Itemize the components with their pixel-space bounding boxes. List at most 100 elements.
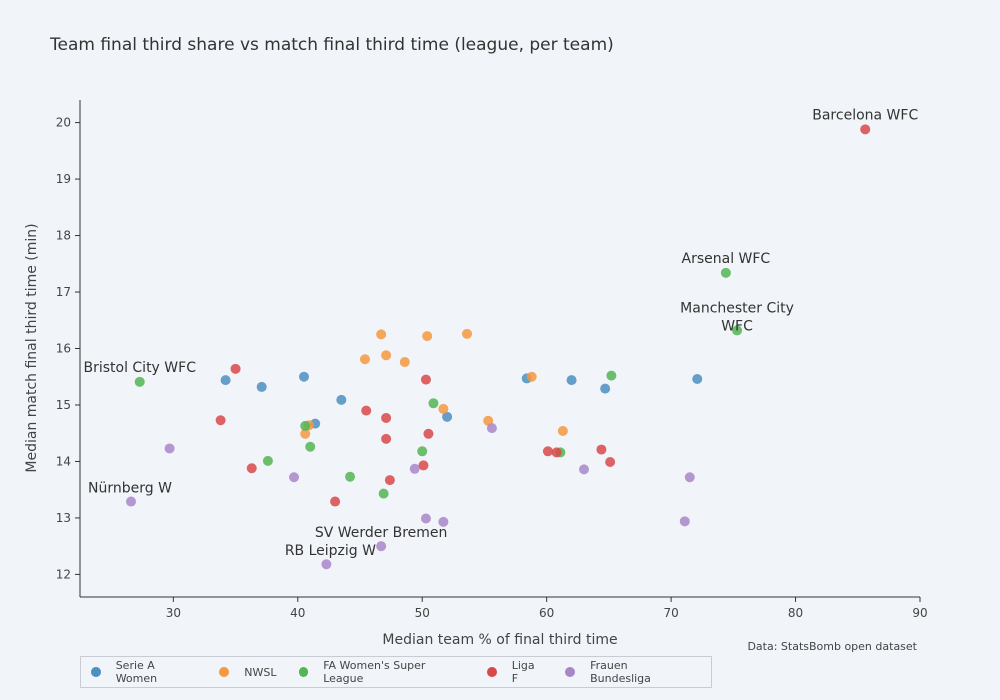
y-tick-label: 15 (56, 398, 71, 412)
data-point (409, 463, 420, 474)
data-point (422, 331, 433, 342)
data-point (381, 433, 392, 444)
x-tick-label: 30 (166, 606, 181, 620)
data-point (420, 374, 431, 385)
data-point (423, 428, 434, 439)
data-point (230, 363, 241, 374)
data-point (417, 446, 428, 457)
data-point (289, 472, 300, 483)
data-point (246, 463, 257, 474)
data-point (376, 329, 387, 340)
legend-marker (487, 667, 497, 677)
annotation-label: Barcelona WFC (812, 107, 918, 123)
legend-marker (565, 667, 576, 677)
data-point (692, 373, 703, 384)
data-point (126, 496, 137, 507)
source-note: Data: StatsBomb open dataset (747, 640, 917, 653)
data-point (566, 375, 577, 386)
data-point (215, 415, 226, 426)
data-point (300, 428, 311, 439)
annotation-label: Arsenal WFC (682, 251, 771, 267)
data-point (596, 444, 607, 455)
chart-title: Team final third share vs match final th… (49, 35, 614, 55)
legend-item[interactable]: NWSL (219, 665, 277, 679)
legend-label: Serie A Women (115, 659, 158, 685)
data-point (462, 328, 473, 339)
legend-item[interactable]: FA Women's Super League (298, 659, 466, 685)
legend-label: NWSL (244, 665, 277, 679)
data-point (486, 423, 497, 434)
data-point (579, 464, 589, 475)
legend-item[interactable]: Frauen Bundesliga (565, 659, 689, 685)
data-point (557, 425, 568, 436)
data-point (384, 475, 395, 486)
data-points (126, 124, 871, 570)
annotations: Barcelona WFC Arsenal WFC Manchester City W… (83, 107, 918, 559)
data-point (418, 460, 429, 471)
data-point (860, 124, 871, 135)
annotation-label: Bristol City WFC (83, 360, 196, 376)
annotation-label: WFC (721, 318, 753, 334)
data-point (345, 471, 356, 482)
x-tick-label: 80 (788, 606, 803, 620)
data-point (220, 375, 231, 386)
data-point (321, 559, 332, 570)
data-point (438, 403, 449, 414)
legend-item[interactable]: Liga F (487, 659, 543, 685)
data-point (359, 354, 370, 365)
data-point (720, 267, 731, 278)
data-point (134, 376, 145, 387)
annotation-label: Nürnberg W (88, 481, 172, 497)
legend: Serie A Women NWSL FA Women's Super League… (80, 656, 712, 688)
data-point (420, 513, 431, 524)
data-point (262, 455, 273, 466)
data-point (305, 441, 316, 452)
data-point (299, 371, 309, 382)
y-tick-label: 19 (56, 172, 71, 186)
legend-label: Frauen Bundesliga (590, 659, 651, 685)
data-point (336, 394, 347, 405)
data-point (732, 325, 743, 336)
data-point (330, 496, 341, 507)
x-tick-label: 60 (539, 606, 554, 620)
data-point (256, 381, 267, 392)
data-point (606, 370, 617, 381)
legend-marker (298, 667, 309, 677)
data-point (605, 457, 616, 468)
annotation-label: SV Werder Bremen (315, 525, 448, 541)
data-point (684, 472, 695, 483)
x-axis-title: Median team % of final third time (382, 632, 617, 648)
data-point (679, 516, 690, 527)
data-point (164, 443, 175, 454)
x-tick-label: 50 (415, 606, 430, 620)
data-point (551, 447, 562, 458)
y-tick-label: 16 (56, 342, 71, 356)
annotation-label: RB Leipzig W (285, 543, 376, 559)
data-point (438, 516, 449, 527)
y-tick-label: 12 (56, 567, 71, 581)
data-point (399, 357, 410, 368)
legend-label: Liga F (511, 659, 535, 685)
data-point (381, 412, 392, 423)
y-tick-label: 20 (56, 116, 71, 130)
y-tick-label: 14 (56, 454, 71, 468)
data-point (542, 446, 553, 457)
data-point (526, 371, 537, 382)
data-point (381, 350, 392, 361)
data-point (361, 405, 372, 416)
legend-marker (91, 667, 101, 677)
axes (75, 100, 921, 602)
legend-label: FA Women's Super League (323, 659, 426, 685)
x-tick-label: 40 (290, 606, 305, 620)
x-tick-label: 70 (663, 606, 678, 620)
y-tick-label: 17 (56, 285, 71, 299)
data-point (378, 488, 389, 499)
legend-marker (219, 667, 230, 677)
legend-item[interactable]: Serie A Women (91, 659, 197, 685)
y-axis-title: Median match final third time (min) (24, 223, 40, 472)
tick-labels: 30 40 50 60 70 80 90 12 13 14 15 16 17 18 19 20 (56, 116, 928, 620)
data-point (442, 411, 453, 422)
annotation-label: Manchester City (680, 300, 794, 316)
x-tick-label: 90 (912, 606, 927, 620)
